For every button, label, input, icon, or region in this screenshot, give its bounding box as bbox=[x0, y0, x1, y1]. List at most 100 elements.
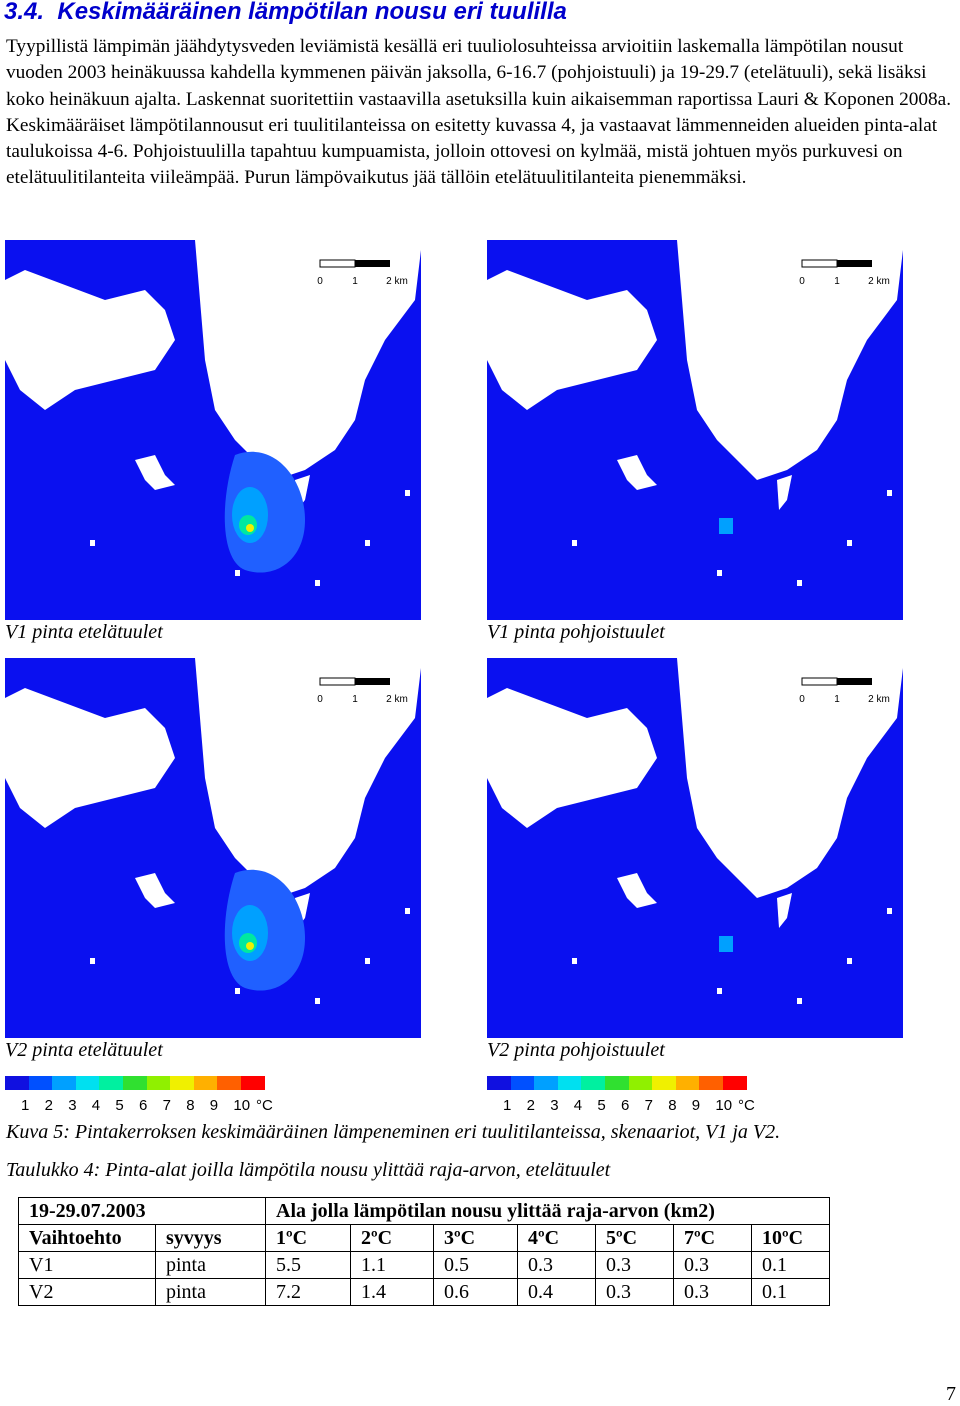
land bbox=[195, 658, 421, 898]
land bbox=[405, 908, 410, 914]
land bbox=[5, 688, 175, 828]
land bbox=[90, 540, 95, 546]
table-cell: 7ºC bbox=[673, 1224, 752, 1252]
land bbox=[777, 893, 792, 928]
table-cell: 0.3 bbox=[673, 1278, 752, 1306]
table-cell: 3ºC bbox=[433, 1224, 518, 1252]
legend-swatch bbox=[146, 1076, 171, 1090]
land bbox=[617, 455, 657, 490]
land bbox=[617, 873, 657, 908]
table-cell: 5.5 bbox=[265, 1251, 351, 1279]
table-cell: 1.4 bbox=[350, 1278, 434, 1306]
legend-swatch bbox=[675, 1076, 700, 1090]
scale-bar bbox=[319, 677, 356, 686]
legend-swatch bbox=[581, 1076, 605, 1090]
legend-label: 1 bbox=[503, 1097, 512, 1114]
land bbox=[365, 958, 370, 964]
land bbox=[487, 270, 657, 410]
legend-swatch bbox=[99, 1076, 123, 1090]
heading-title: Keskimääräinen lämpötilan nousu eri tuul… bbox=[57, 0, 567, 25]
land bbox=[235, 570, 240, 576]
table-header: 19-29.07.2003 Ala jolla lämpötilan nousu … bbox=[18, 1197, 830, 1225]
scale-bar bbox=[837, 260, 872, 267]
table-cell: Vaihtoehto bbox=[18, 1224, 156, 1252]
legend-swatch bbox=[628, 1076, 653, 1090]
land bbox=[135, 455, 175, 490]
plume bbox=[246, 942, 254, 950]
legend-label: 10 bbox=[715, 1097, 733, 1114]
land bbox=[365, 540, 370, 546]
legend-swatch bbox=[534, 1076, 558, 1090]
legend-swatch bbox=[510, 1076, 535, 1090]
scale-label: 2 km bbox=[386, 694, 408, 705]
legend-swatch bbox=[487, 1076, 511, 1090]
legend-label: 6 bbox=[621, 1097, 630, 1114]
legend-swatch bbox=[699, 1076, 723, 1090]
legend-swatch bbox=[52, 1076, 76, 1090]
table-cell: pinta bbox=[155, 1251, 266, 1279]
land bbox=[195, 240, 421, 480]
legend-swatch bbox=[170, 1076, 194, 1090]
map: 0 1 2 km bbox=[487, 658, 903, 1038]
map-caption: V2 pinta etelätuulet bbox=[5, 1039, 163, 1061]
table-cell: 0.1 bbox=[751, 1251, 830, 1279]
table-cell: V2 bbox=[18, 1278, 156, 1306]
scale-bar bbox=[355, 260, 390, 267]
table-cell: pinta bbox=[155, 1278, 266, 1306]
figure-caption: Kuva 5: Pintakerroksen keskimääräinen lä… bbox=[6, 1121, 781, 1143]
legend-swatch bbox=[652, 1076, 676, 1090]
table-cell: 0.5 bbox=[433, 1251, 518, 1279]
legend-unit: °C bbox=[256, 1097, 273, 1114]
map-caption: V2 pinta pohjoistuulet bbox=[487, 1039, 665, 1061]
legend-label: 7 bbox=[162, 1097, 171, 1114]
table-row: V2 pinta 7.2 1.4 0.6 0.4 0.3 0.3 0.1 bbox=[18, 1278, 830, 1306]
plume bbox=[246, 524, 254, 532]
legend-swatch bbox=[193, 1076, 218, 1090]
scale-label: 1 bbox=[834, 694, 840, 705]
table: 19-29.07.2003 Ala jolla lämpötilan nousu … bbox=[18, 1197, 830, 1306]
land bbox=[847, 958, 852, 964]
table-cell: 0.6 bbox=[433, 1278, 518, 1306]
land bbox=[315, 998, 320, 1004]
legend-label: 1 bbox=[21, 1097, 30, 1114]
legend-label: 3 bbox=[68, 1097, 77, 1114]
legend-swatch bbox=[28, 1076, 53, 1090]
legend-label: 2 bbox=[526, 1097, 535, 1114]
scale-label: 2 km bbox=[868, 694, 890, 705]
land bbox=[777, 475, 792, 510]
table-cell: 0.1 bbox=[751, 1278, 830, 1306]
land bbox=[547, 778, 552, 784]
legend-swatch bbox=[241, 1076, 265, 1090]
legend-swatch bbox=[75, 1076, 100, 1090]
map-caption: V1 pinta pohjoistuulet bbox=[487, 621, 665, 643]
land bbox=[405, 490, 410, 496]
table-cell: 2ºC bbox=[350, 1224, 434, 1252]
table-cell: 5ºC bbox=[595, 1224, 674, 1252]
land bbox=[235, 988, 240, 994]
legend-label: 5 bbox=[597, 1097, 606, 1114]
table-cell: 0.4 bbox=[517, 1278, 596, 1306]
header-cell: Ala jolla lämpötilan nousu ylittää raja-… bbox=[265, 1197, 830, 1225]
table-cell: V1 bbox=[18, 1251, 156, 1279]
scale-label: 0 bbox=[799, 694, 805, 705]
heading: 3.4. Keskimääräinen lämpötilan nousu eri… bbox=[4, 0, 567, 26]
legend-label: 9 bbox=[691, 1097, 701, 1114]
land bbox=[797, 998, 802, 1004]
scale-bar bbox=[837, 678, 872, 685]
table-cell: 0.3 bbox=[517, 1251, 596, 1279]
legend-label: 8 bbox=[668, 1097, 677, 1114]
table-cell: 7.2 bbox=[265, 1278, 351, 1306]
scale-label: 0 bbox=[317, 694, 323, 705]
table-cell: 1ºC bbox=[265, 1224, 351, 1252]
header-cell: 19-29.07.2003 bbox=[18, 1197, 266, 1225]
land bbox=[887, 908, 892, 914]
table-row: Vaihtoehto syvyys 1ºC 2ºC 3ºC 4ºC 5ºC 7ºC 10ºC bbox=[18, 1224, 830, 1252]
table-cell: 0.3 bbox=[595, 1278, 674, 1306]
table-cell: 0.3 bbox=[673, 1251, 752, 1279]
table-cell: 0.3 bbox=[595, 1251, 674, 1279]
legend-label: 5 bbox=[115, 1097, 124, 1114]
plume bbox=[719, 936, 733, 952]
map-caption: V1 pinta etelätuulet bbox=[5, 621, 163, 643]
table-cell: 10ºC bbox=[751, 1224, 830, 1252]
